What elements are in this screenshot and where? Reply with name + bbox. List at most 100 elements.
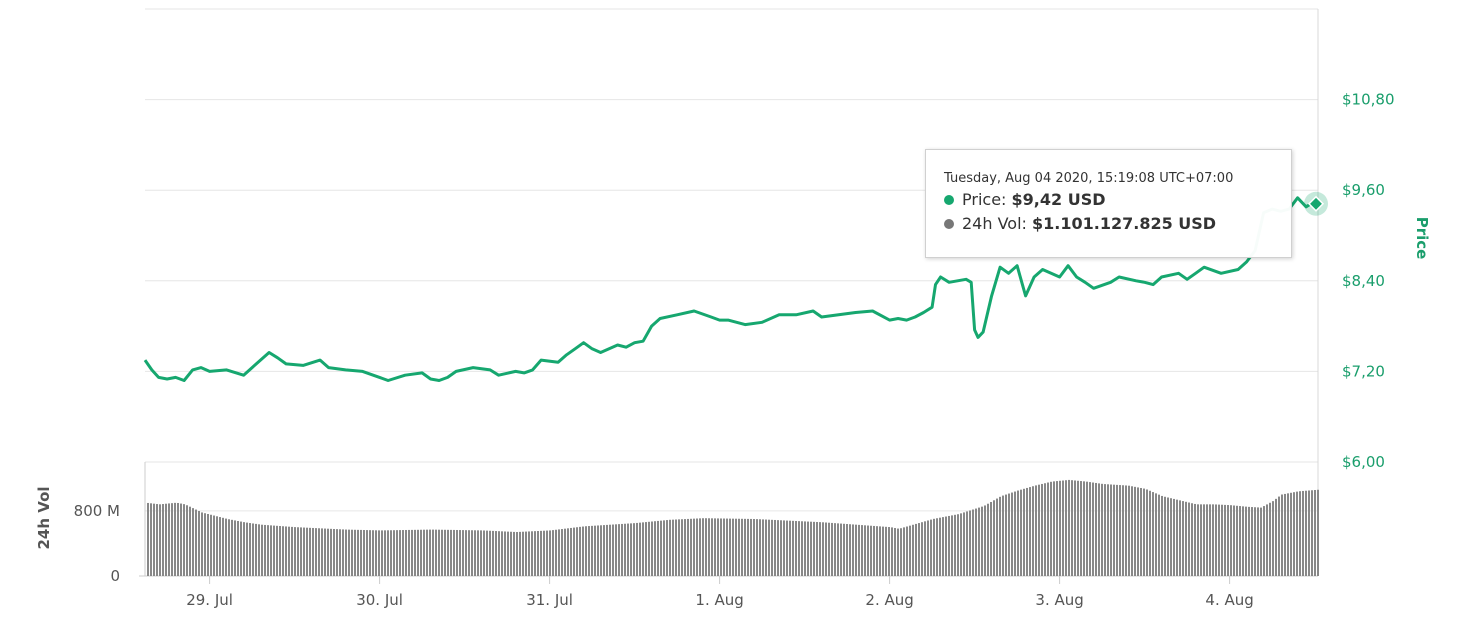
volume-bar [411, 529, 413, 576]
volume-bar [201, 512, 203, 576]
volume-bar [1284, 493, 1286, 576]
volume-bar [765, 519, 767, 576]
volume-bar [726, 518, 728, 576]
volume-bar [1290, 492, 1292, 576]
volume-bar [1254, 507, 1256, 576]
volume-bar [456, 529, 458, 576]
volume-bar [156, 504, 158, 576]
volume-bar [234, 520, 236, 576]
volume-bar [735, 518, 737, 576]
volume-bar [654, 521, 656, 576]
volume-bar [510, 531, 512, 576]
volume-bar [1227, 505, 1229, 576]
volume-bar [1317, 489, 1319, 576]
volume-bar [915, 523, 917, 576]
volume-bar [309, 527, 311, 576]
volume-bar [1242, 506, 1244, 576]
volume-bar [1083, 481, 1085, 576]
volume-bar [1167, 497, 1169, 576]
volume-bar [327, 528, 329, 576]
volume-bar [1260, 507, 1262, 576]
volume-bar [1146, 489, 1148, 576]
volume-bar [1188, 502, 1190, 576]
volume-bar [270, 525, 272, 576]
volume-bar [528, 531, 530, 576]
volume-bar [1044, 483, 1046, 576]
volume-bar [1299, 491, 1301, 576]
volume-bar [315, 528, 317, 576]
date-tick-label: 31. Jul [526, 591, 573, 609]
volume-bar [774, 519, 776, 576]
volume-bar [960, 513, 962, 576]
volume-bar [222, 517, 224, 576]
volume-bar [258, 524, 260, 576]
tooltip-price-value: $9,42 USD [1011, 190, 1106, 209]
volume-bar [723, 518, 725, 576]
volume-bar [963, 512, 965, 576]
volume-bar [678, 519, 680, 576]
volume-bar [444, 529, 446, 576]
volume-bar [162, 504, 164, 576]
volume-bar [855, 524, 857, 576]
volume-bar [273, 525, 275, 576]
volume-bar [756, 519, 758, 576]
date-axis-ticks: 29. Jul 30. Jul 31. Jul 1. Aug 2. Aug 3. Aug 4… [186, 576, 1254, 609]
price-tick-label: $6,00 [1342, 453, 1385, 471]
volume-bar [975, 508, 977, 576]
volume-bar [417, 529, 419, 576]
volume-bar [1224, 504, 1226, 576]
volume-bar [1116, 484, 1118, 576]
volume-bar [432, 529, 434, 576]
volume-bar [1212, 504, 1214, 576]
volume-bar [1239, 506, 1241, 576]
volume-bar [1086, 481, 1088, 576]
volume-bar [543, 530, 545, 576]
volume-bar [900, 528, 902, 576]
volume-bar [579, 526, 581, 576]
volume-bar [558, 529, 560, 576]
volume-bar [990, 502, 992, 576]
volume-bar [261, 524, 263, 576]
volume-bar [552, 530, 554, 576]
volume-bar [1311, 490, 1313, 576]
volume-bar [705, 518, 707, 576]
volume-bar [336, 529, 338, 576]
volume-bar [369, 530, 371, 576]
volume-bar [684, 519, 686, 576]
volume-bar [1095, 482, 1097, 576]
volume-bar [945, 516, 947, 576]
volume-bar [441, 529, 443, 576]
date-tick-label: 29. Jul [186, 591, 233, 609]
volume-bar [1080, 481, 1082, 576]
volume-bar [438, 529, 440, 576]
volume-bar [609, 524, 611, 576]
volume-bar [636, 522, 638, 576]
volume-bar [717, 518, 719, 576]
volume-bar [288, 526, 290, 576]
volume-bar [1059, 480, 1061, 576]
volume-bar [1206, 504, 1208, 576]
volume-bar [666, 520, 668, 576]
volume-bar [891, 527, 893, 576]
volume-bar [192, 508, 194, 576]
volume-bar [279, 526, 281, 576]
volume-bar [810, 521, 812, 576]
volume-bar [1269, 502, 1271, 576]
volume-bar [360, 529, 362, 576]
volume-bar [426, 529, 428, 576]
volume-bar [447, 529, 449, 576]
volume-bar [957, 514, 959, 576]
volume-bar [1002, 495, 1004, 576]
tooltip-price-label: Price: [962, 190, 1007, 209]
volume-bar [522, 531, 524, 576]
volume-tick-label: 0 [110, 567, 120, 585]
volume-bar [1092, 482, 1094, 576]
volume-bar [624, 523, 626, 576]
volume-bar [984, 505, 986, 576]
volume-bar [861, 525, 863, 576]
volume-bar [588, 526, 590, 576]
volume-bar [1185, 501, 1187, 576]
volume-bar [645, 522, 647, 576]
price-axis-ticks: $6,00 $7,20 $8,40 $9,60 $10,80 [1342, 91, 1395, 471]
